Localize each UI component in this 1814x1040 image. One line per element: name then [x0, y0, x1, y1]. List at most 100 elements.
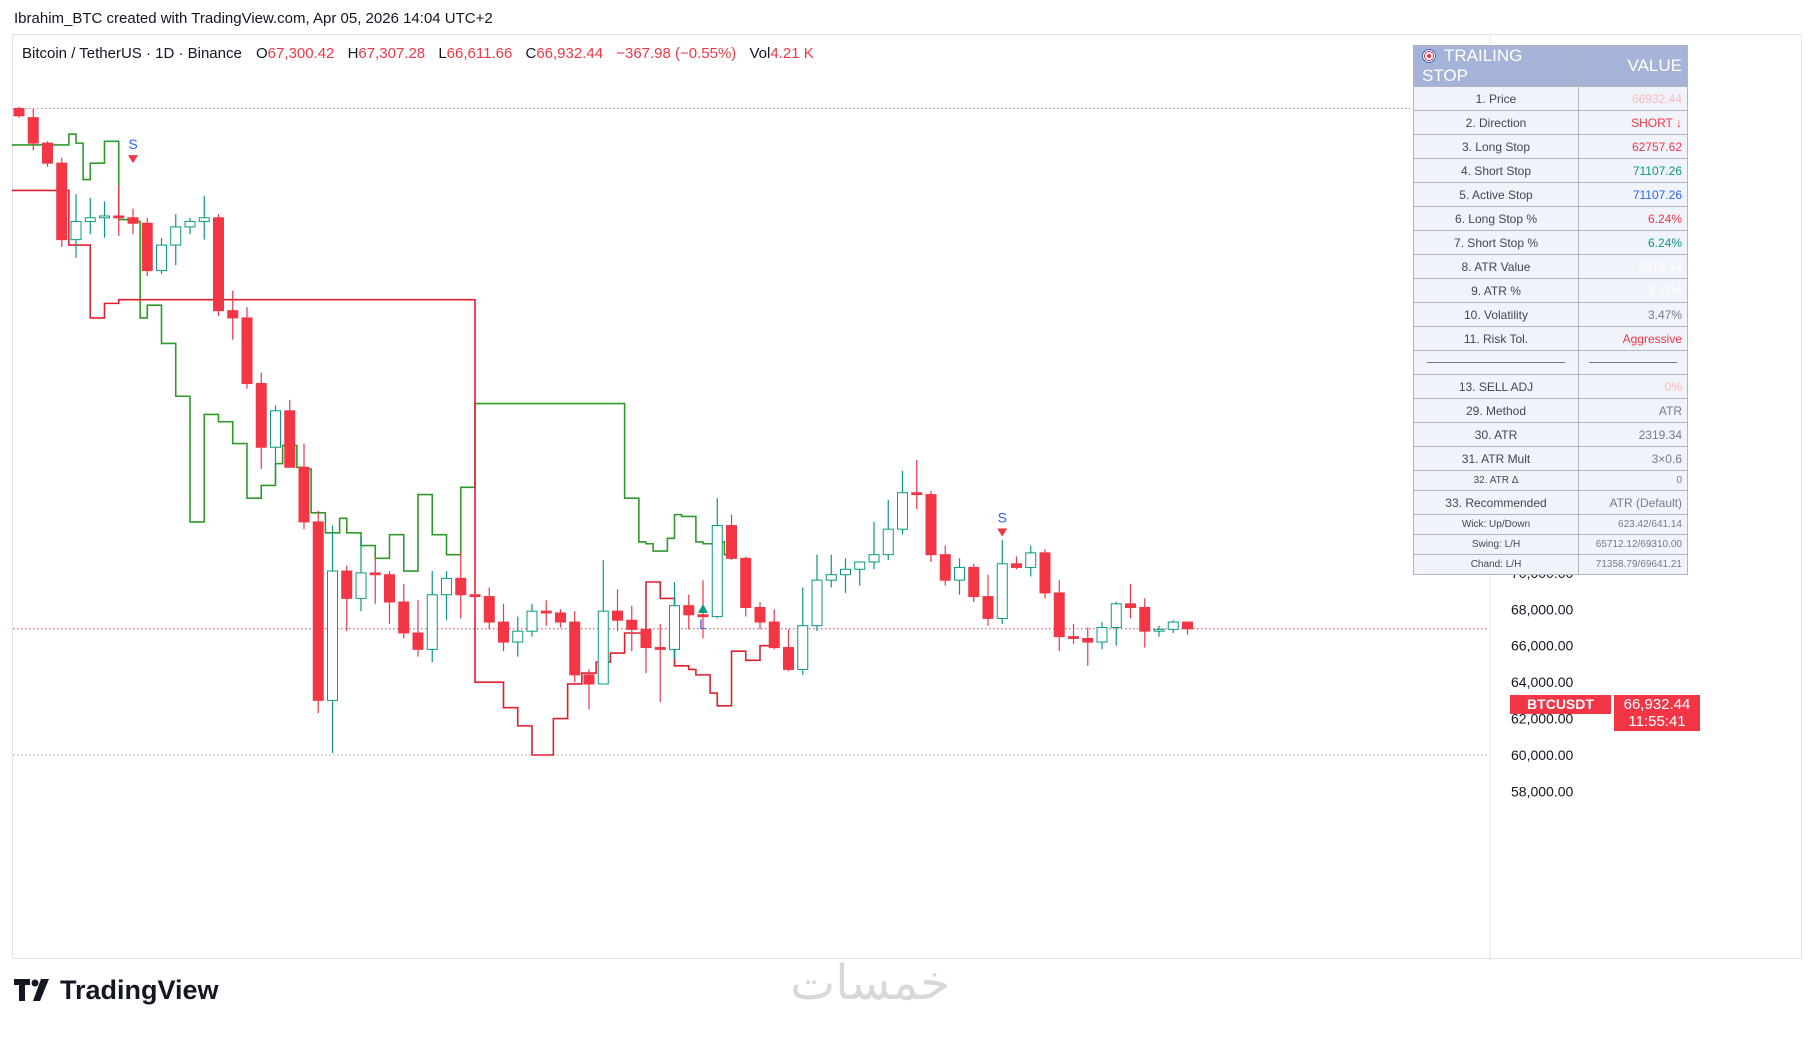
last-price-tag: 66,932.44 11:55:41: [1614, 695, 1700, 731]
y-tick-label: 62,000.00: [1511, 711, 1573, 727]
candle-body: [840, 568, 851, 576]
table-row: Wick: Up/Down 623.42/641.14: [1413, 514, 1688, 535]
candle-body: [555, 612, 566, 623]
table-row-label: 7. Short Stop %: [1413, 230, 1579, 255]
candle-body: [426, 594, 438, 650]
candle-body: [498, 621, 509, 643]
buy-signal-arrow: [698, 603, 708, 613]
candle-body: [255, 383, 267, 448]
last-price-value: 66,932.44: [1623, 696, 1691, 713]
table-row: Swing: L/H 65712.12/69310.00: [1413, 534, 1688, 555]
table-row-label: 4. Short Stop: [1413, 158, 1579, 183]
candle-body: [298, 466, 310, 523]
table-row: 2. Direction SHORT ↓: [1413, 110, 1688, 135]
candle-body: [1068, 636, 1079, 639]
candle-body: [1167, 621, 1179, 630]
table-row-label: 3. Long Stop: [1413, 134, 1579, 159]
candle-body: [526, 610, 538, 632]
tradingview-logo-icon: [14, 979, 49, 1001]
candle-body: [597, 610, 609, 685]
close-label: C: [525, 45, 537, 62]
candle-body: [198, 217, 210, 222]
candle-body: [1039, 552, 1051, 594]
table-row-label: [1413, 350, 1579, 375]
table-row-label: 6. Long Stop %: [1413, 206, 1579, 231]
candle-body: [70, 220, 82, 241]
table-row-label: 13. SELL ADJ: [1413, 374, 1579, 399]
y-tick-label: 64,000.00: [1511, 674, 1573, 690]
high-value: 67,307.28: [358, 45, 426, 62]
candle-body: [783, 647, 794, 670]
candle-body: [882, 528, 894, 556]
y-tick-label: 60,000.00: [1511, 747, 1573, 763]
candle-body: [711, 525, 723, 618]
tradingview-logo[interactable]: TradingView: [14, 975, 219, 1006]
table-row-value: 71107.26: [1578, 182, 1688, 207]
candle-body: [939, 554, 951, 581]
table-row-value: [1578, 350, 1688, 375]
candle-body: [911, 492, 923, 496]
candle-body: [141, 222, 153, 272]
candle-body: [697, 614, 709, 618]
table-row: 9. ATR % 3.47%: [1413, 278, 1688, 303]
table-row: 11. Risk Tol. Aggressive: [1413, 326, 1688, 351]
chart-caption: Ibrahim_BTC created with TradingView.com…: [14, 10, 493, 27]
y-tick-label: 58,000.00: [1511, 783, 1573, 799]
candle-body: [726, 525, 737, 559]
y-tick-label: 68,000.00: [1511, 601, 1573, 617]
candle-body: [384, 574, 395, 603]
candle-body: [441, 577, 452, 596]
table-header-label: TRAILING STOP: [1413, 45, 1579, 87]
candle-body: [412, 632, 424, 650]
watermark: خمسات: [790, 955, 951, 1011]
table-row: 4. Short Stop 71107.26: [1413, 158, 1688, 183]
candle-body: [512, 630, 524, 643]
candle-body: [1025, 552, 1037, 568]
volume-value: 4.21 K: [770, 45, 814, 62]
candle-body: [184, 220, 196, 228]
candle-body: [1139, 606, 1151, 632]
candle-body: [355, 572, 367, 599]
candle-body: [327, 570, 338, 701]
candle-body: [241, 317, 253, 385]
candle-body: [341, 570, 353, 599]
chart-frame: [12, 34, 1802, 959]
table-row-label: Wick: Up/Down: [1413, 514, 1579, 535]
candle-body: [99, 215, 110, 219]
candle-body: [540, 610, 552, 614]
table-row-label: 10. Volatility: [1413, 302, 1579, 327]
buy-signal-label: L: [699, 616, 707, 632]
table-row-value: SHORT ↓: [1578, 110, 1688, 135]
candle-body: [868, 554, 880, 563]
candle-body: [27, 117, 39, 144]
candle-body: [270, 410, 281, 448]
candle-body: [982, 596, 994, 619]
candle-body: [754, 606, 766, 623]
candle-body: [170, 226, 182, 246]
table-row-value: 65712.12/69310.00: [1578, 534, 1688, 555]
tradingview-logo-text: TradingView: [60, 975, 219, 1005]
table-row-label: Swing: L/H: [1413, 534, 1579, 555]
candle-body: [469, 594, 481, 598]
table-header-title: TRAILING STOP: [1422, 46, 1523, 85]
table-row-value: 66932.44: [1578, 86, 1688, 111]
table-row: 7. Short Stop % 6.24%: [1413, 230, 1688, 255]
candle-body: [1182, 621, 1193, 630]
table-row: 10. Volatility 3.47%: [1413, 302, 1688, 327]
table-row: 13. SELL ADJ 0%: [1413, 374, 1688, 399]
table-row-value: 0%: [1578, 374, 1688, 399]
table-row-value: 3×0.6: [1578, 446, 1688, 471]
table-row: Chand: L/H 71358.79/69641.21: [1413, 554, 1688, 575]
candle-body: [1053, 592, 1065, 638]
table-row-label: 31. ATR Mult: [1413, 446, 1579, 471]
table-row: 3. Long Stop 62757.62: [1413, 134, 1688, 159]
target-icon: [1422, 49, 1436, 63]
candle-body: [13, 108, 25, 117]
symbol-title[interactable]: Bitcoin / TetherUS · 1D · Binance: [22, 45, 242, 62]
candle-body: [113, 215, 125, 219]
sell-signal-label: S: [998, 509, 1007, 525]
candle-body: [612, 610, 623, 621]
candle-body: [683, 605, 695, 616]
table-header: TRAILING STOP VALUE: [1413, 45, 1688, 87]
